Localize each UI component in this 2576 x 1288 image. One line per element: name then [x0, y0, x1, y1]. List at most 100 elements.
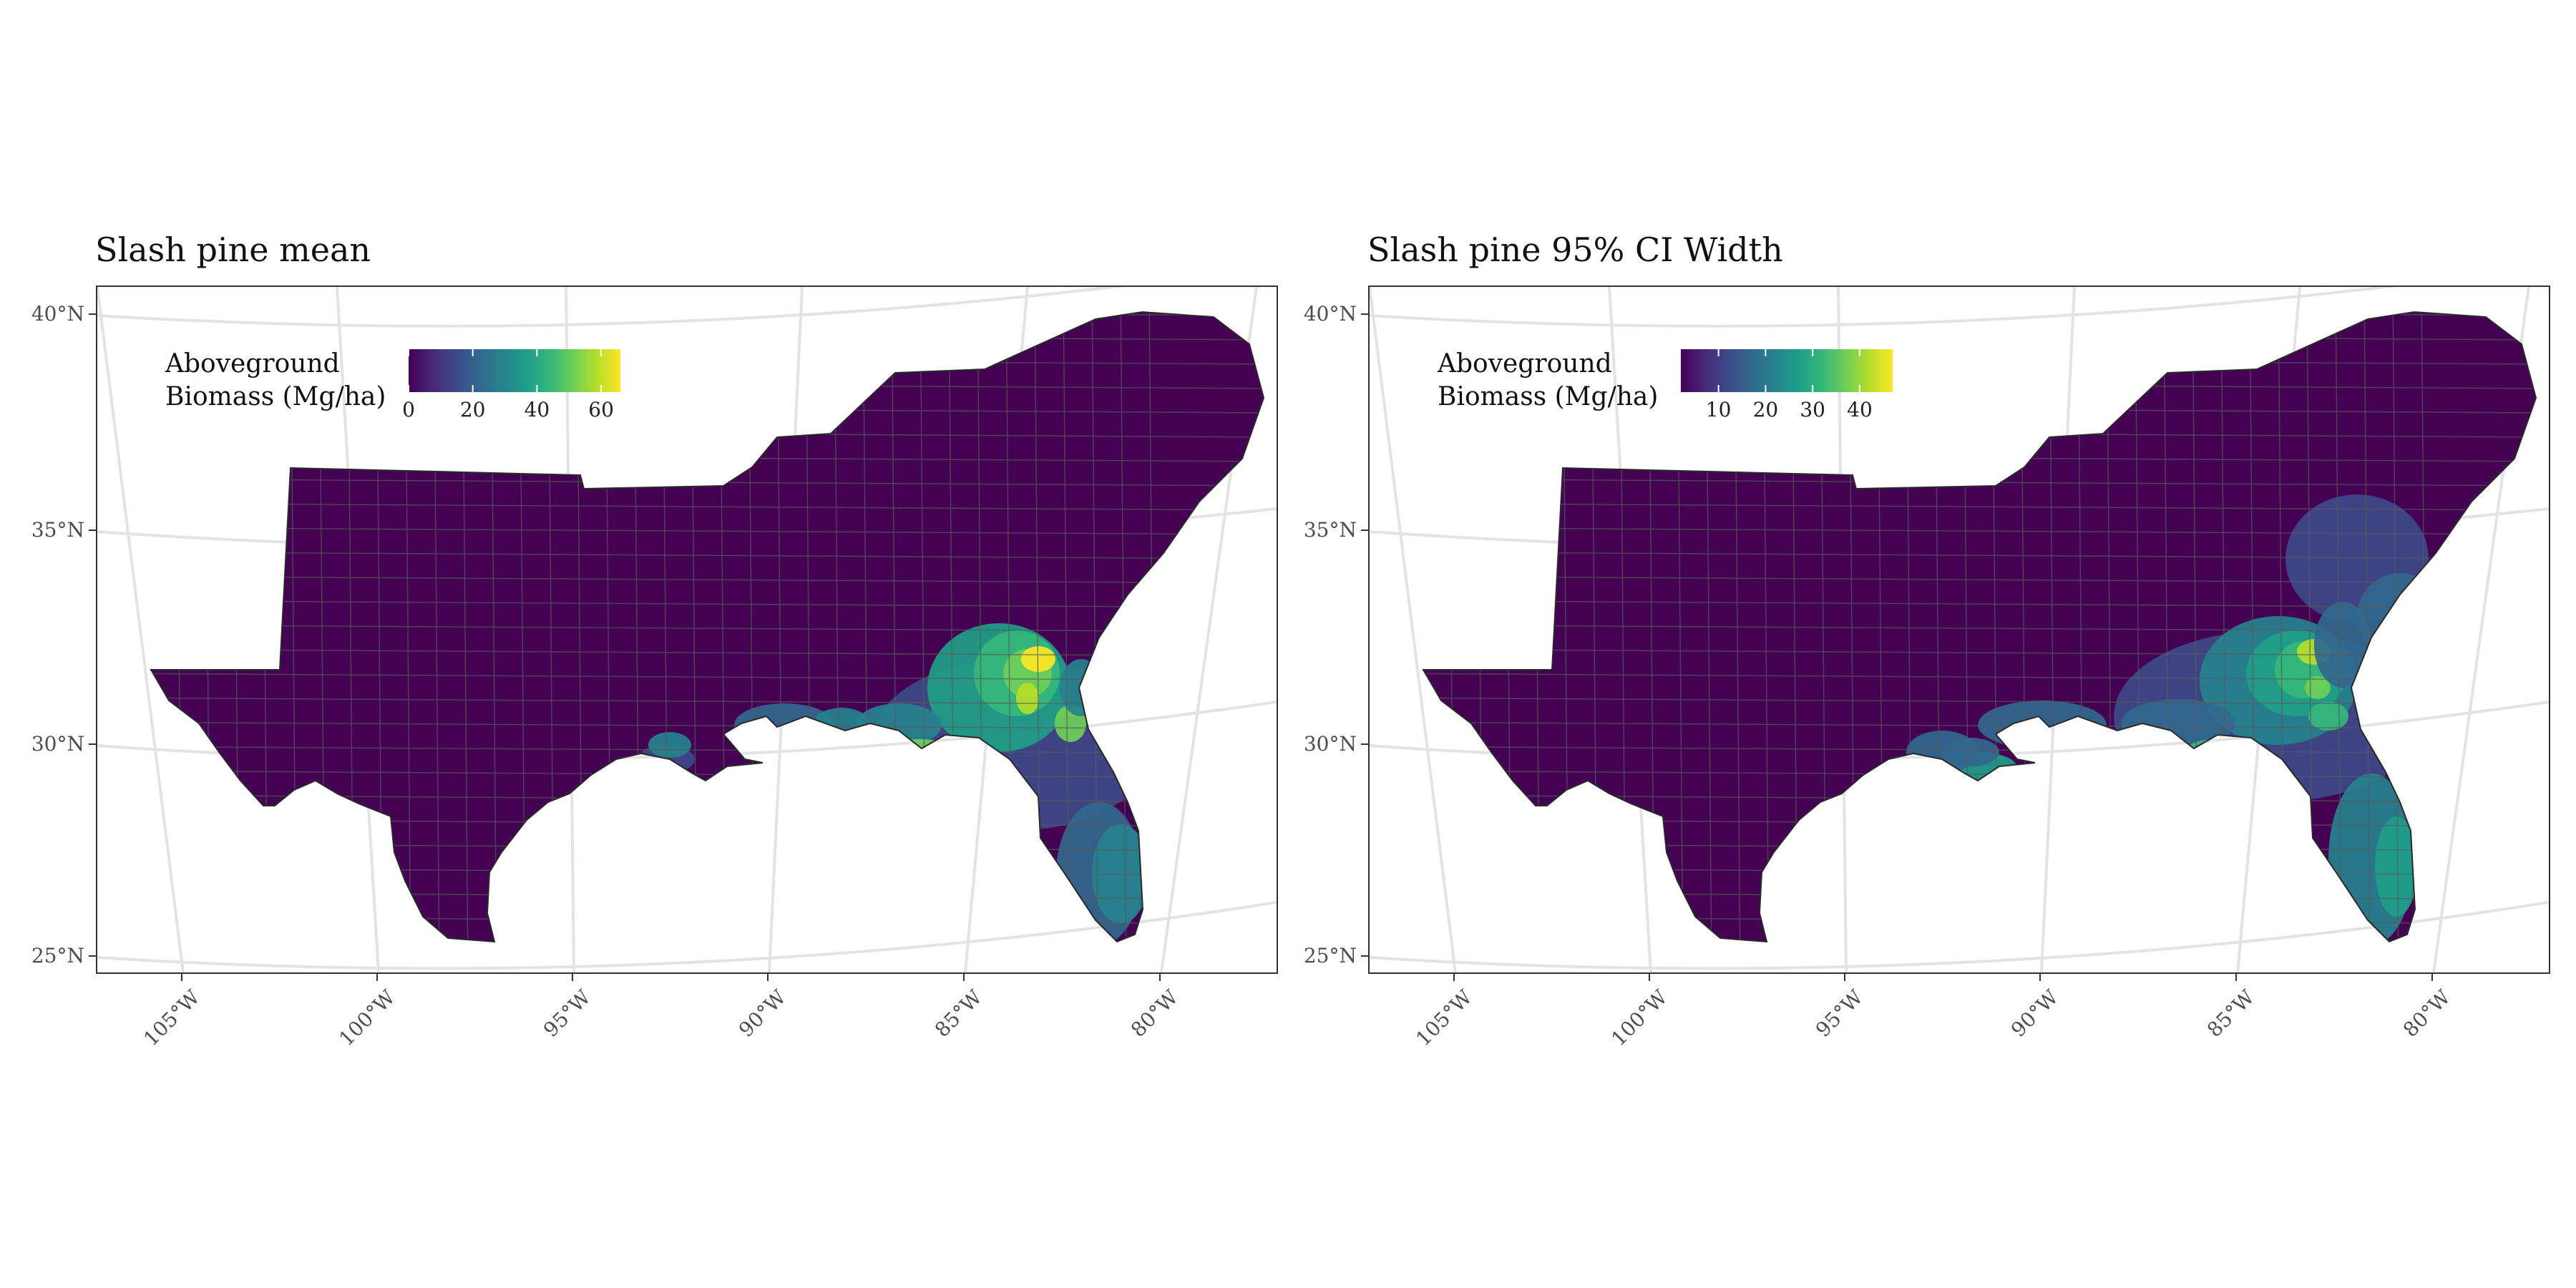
legend-title-line2: Biomass (Mg/ha): [165, 382, 386, 411]
longitude-tick: [963, 974, 965, 981]
panel-mean: Slash pine mean Aboveground Biomass (Mg/…: [31, 230, 1278, 1051]
longitude-tick: [2431, 974, 2433, 981]
value-region: [2375, 816, 2418, 917]
county-line: [151, 600, 1264, 608]
longitude-tick: [181, 974, 182, 981]
legend: Aboveground Biomass (Mg/ha) 10 20 30 40: [1438, 348, 1896, 434]
longitude-label: 105°W: [1411, 985, 1477, 1051]
county-line: [1063, 312, 1070, 942]
longitude-label: 100°W: [334, 985, 400, 1051]
county-line: [151, 940, 1264, 942]
county-line: [1423, 673, 2536, 681]
county-line: [1423, 527, 2536, 535]
legend-title: Aboveground Biomass (Mg/ha): [165, 348, 386, 414]
latitude-tick: [89, 530, 96, 531]
legend-title-line2: Biomass (Mg/ha): [1438, 382, 1659, 411]
longitude-line: [1370, 287, 1457, 972]
value-region: [1016, 683, 1039, 714]
legend: Aboveground Biomass (Mg/ha) 0 20 40 60: [165, 348, 623, 434]
county-line: [1423, 624, 2536, 633]
value-region: [1978, 701, 2107, 749]
value-region: [2314, 602, 2371, 688]
legend-tick-label: 30: [1800, 398, 1825, 421]
latitude-label: 25°N: [1303, 944, 1357, 967]
longitude-tick: [1159, 974, 1161, 981]
value-region: [813, 708, 870, 742]
latitude-label: 35°N: [31, 518, 84, 542]
legend-title-line1: Aboveground: [165, 349, 340, 379]
region-fill: [151, 312, 1264, 942]
longitude-tick: [2235, 974, 2237, 981]
longitude-line: [97, 287, 185, 972]
value-region: [2211, 746, 2245, 766]
latitude-label: 40°N: [31, 302, 84, 326]
county-line: [1423, 575, 2536, 584]
legend-colorbar: [409, 349, 620, 392]
latitude-tick: [1361, 743, 1368, 745]
longitude-tick: [1453, 974, 1455, 981]
latitude-tick: [1361, 313, 1368, 315]
value-region: [918, 746, 958, 766]
latitude-line: [1370, 287, 2398, 328]
panel-title: Slash pine 95% CI Width: [1367, 230, 1783, 269]
colorbar-fill: [409, 349, 620, 392]
county-line: [151, 673, 1264, 681]
latitude-label: 25°N: [31, 944, 84, 967]
legend-title-line1: Aboveground: [1438, 349, 1612, 379]
longitude-label: 90°W: [733, 985, 791, 1042]
longitude-label: 85°W: [930, 985, 987, 1042]
legend-tick-label: 0: [402, 398, 415, 421]
latitude-label: 40°N: [1303, 302, 1357, 326]
county-line: [1091, 312, 1098, 942]
region-fill: [1423, 312, 2536, 942]
longitude-tick: [376, 974, 378, 981]
county-line: [1423, 312, 1426, 942]
legend-tick-label: 10: [1705, 398, 1732, 421]
latitude-line: [97, 287, 1126, 328]
county-line: [1423, 940, 2536, 942]
region-outline: [150, 311, 1265, 943]
panel-ci-width: Slash pine 95% CI Width Aboveground Biom…: [1272, 0, 2560, 1288]
latitude-label: 30°N: [1303, 732, 1357, 756]
legend-tick-label: 40: [1847, 398, 1873, 421]
county-line: [151, 502, 1264, 511]
county-line: [1423, 312, 2536, 316]
latitude-tick: [1361, 955, 1368, 957]
value-region: [2308, 702, 2348, 731]
latitude-line: [1370, 901, 2549, 970]
county-line: [1423, 746, 2536, 754]
legend-title: Aboveground Biomass (Mg/ha): [1438, 348, 1658, 414]
county-line: [151, 746, 1264, 754]
county-line: [151, 527, 1264, 535]
value-region: [2285, 494, 2429, 623]
county-line: [2363, 312, 2371, 942]
legend-tick-label: 20: [1752, 398, 1779, 421]
longitude-tick: [2039, 974, 2041, 981]
county-line: [151, 551, 1264, 560]
longitude-tick: [767, 974, 769, 981]
value-region: [648, 732, 691, 758]
latitude-tick: [1361, 530, 1368, 531]
county-line: [151, 624, 1264, 633]
county-line: [1423, 697, 2536, 706]
longitude-tick: [1844, 974, 1845, 981]
county-line: [151, 312, 1264, 316]
panel-title: Slash pine mean: [95, 230, 371, 269]
county-line: [1423, 648, 2536, 657]
longitude-label: 80°W: [1126, 985, 1183, 1042]
value-region: [2305, 676, 2331, 699]
county-line: [1423, 551, 2536, 560]
county-line: [1423, 502, 2536, 511]
map-canvas: [1370, 287, 2549, 972]
longitude-label: 90°W: [2006, 985, 2063, 1042]
latitude-line: [97, 901, 1277, 970]
longitude-label: 85°W: [2202, 985, 2259, 1042]
longitude-tick: [572, 974, 573, 981]
county-line: [151, 721, 1264, 730]
latitude-label: 30°N: [31, 732, 84, 756]
county-line: [151, 697, 1264, 706]
longitude-label: 100°W: [1606, 985, 1672, 1051]
county-line: [151, 648, 1264, 657]
legend-tick-label: 20: [459, 398, 486, 421]
